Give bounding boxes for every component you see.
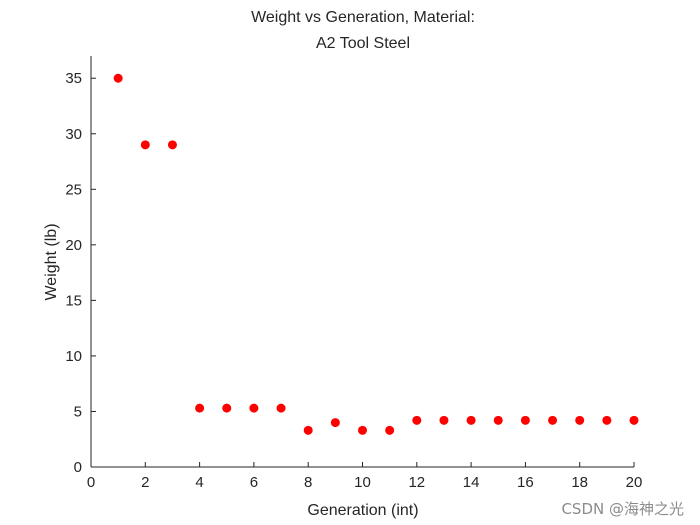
data-point [140,140,150,150]
data-point [412,415,422,425]
watermark: CSDN @海神之光 [561,500,684,518]
x-tick-label: 14 [463,474,480,491]
y-axis-label: Weight (lb) [43,223,60,300]
y-tick-label: 5 [74,403,82,420]
data-point [276,403,286,413]
data-point [439,415,449,425]
data-point [113,73,123,83]
axes [90,56,634,468]
x-tick-label: 4 [195,474,203,491]
data-point [195,403,205,413]
data-point [167,140,177,150]
y-tick-label: 0 [74,459,82,476]
y-tick-label: 15 [65,292,82,309]
y-tick-label: 10 [65,348,82,365]
data-point [575,415,585,425]
data-point [493,415,503,425]
data-point [249,403,259,413]
data-point [548,415,558,425]
x-ticks: 0 2 4 6 8 10 12 14 16 18 20 [87,462,643,491]
data-point [520,415,530,425]
data-point [303,425,313,435]
data-point [222,403,232,413]
data-point [385,425,395,435]
x-axis-label: Generation (int) [307,502,418,519]
x-tick-label: 18 [571,474,588,491]
y-tick-label: 25 [65,181,82,198]
data-point [629,415,639,425]
data-point [330,418,340,428]
x-tick-label: 2 [141,474,149,491]
x-tick-label: 12 [408,474,425,491]
data-point [602,415,612,425]
y-tick-label: 30 [65,126,82,143]
y-tick-label: 35 [65,70,82,87]
x-tick-label: 0 [87,474,95,491]
chart-title-line-1: Weight vs Generation, Material: [251,9,475,26]
data-point [358,425,367,435]
x-tick-label: 6 [250,474,258,491]
x-tick-label: 10 [354,474,371,491]
chart-title-line-2: A2 Tool Steel [316,35,410,52]
x-tick-label: 8 [304,474,312,491]
x-tick-label: 20 [626,474,643,491]
x-tick-label: 16 [517,474,534,491]
y-ticks: 0 5 10 15 20 25 30 35 [65,70,96,476]
data-points [113,73,639,435]
data-point [466,415,476,425]
y-tick-label: 20 [65,237,82,254]
